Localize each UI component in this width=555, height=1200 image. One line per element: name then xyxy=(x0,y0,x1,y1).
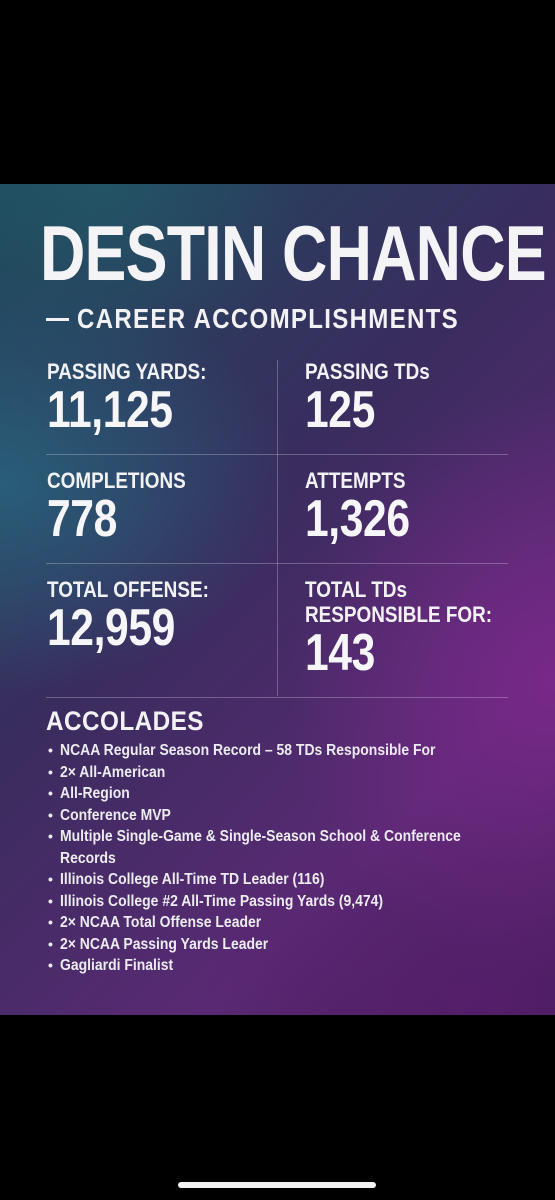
list-item: • 2× NCAA Total Offense Leader xyxy=(46,912,486,934)
stat-label: PASSING TDs xyxy=(305,359,430,384)
accolade-text: Multiple Single-Game & Single-Season Sch… xyxy=(60,828,461,845)
list-item: • 2× All-American xyxy=(46,762,486,784)
accolade-text: NCAA Regular Season Record – 58 TDs Resp… xyxy=(60,742,436,759)
stat-value: 778 xyxy=(47,490,117,548)
bullet-icon: • xyxy=(48,892,53,909)
list-item: • NCAA Regular Season Record – 58 TDs Res… xyxy=(46,740,486,762)
stat-label: TOTAL TDs xyxy=(305,577,407,602)
home-indicator[interactable] xyxy=(178,1182,376,1188)
stat-label: PASSING YARDS: xyxy=(47,359,207,384)
stat-label: COMPLETIONS xyxy=(47,468,186,493)
player-name-title: DESTIN CHANCE xyxy=(40,209,547,297)
row-divider xyxy=(46,454,508,455)
stat-value: 125 xyxy=(305,381,375,439)
stat-value: 11,125 xyxy=(47,381,173,439)
accomplishments-graphic: DESTIN CHANCE CAREER ACCOMPLISHMENTS PAS… xyxy=(0,184,555,1015)
stat-passing-tds: PASSING TDs 125 xyxy=(305,359,450,436)
list-item: • Illinois College All-Time TD Leader (11… xyxy=(46,869,486,891)
accolade-text: Conference MVP xyxy=(60,806,171,824)
accolade-text: 2× NCAA Total Offense Leader xyxy=(60,914,262,931)
list-item: • Gagliardi Finalist xyxy=(46,955,486,977)
list-item-continuation: Records xyxy=(46,848,486,870)
subtitle: CAREER ACCOMPLISHMENTS xyxy=(77,303,460,334)
list-item: • Conference MVP xyxy=(46,805,486,827)
stat-label: ATTEMPTS xyxy=(305,468,406,493)
accolades-list: • NCAA Regular Season Record – 58 TDs Res… xyxy=(46,740,486,977)
bullet-icon: • xyxy=(48,785,53,801)
stat-value: 143 xyxy=(305,624,375,682)
stat-total-offense: TOTAL OFFENSE: 12,959 xyxy=(47,577,235,654)
stat-completions: COMPLETIONS 778 xyxy=(47,468,208,545)
accolade-text: Illinois College #2 All-Time Passing Yar… xyxy=(60,892,384,910)
bullet-icon: • xyxy=(48,763,53,780)
subtitle-row: CAREER ACCOMPLISHMENTS xyxy=(46,303,521,335)
row-divider xyxy=(46,697,508,698)
list-item: • 2× NCAA Passing Yards Leader xyxy=(46,934,486,956)
accolades-heading: ACCOLADES xyxy=(46,706,204,736)
stat-passing-yards: PASSING YARDS: 11,125 xyxy=(47,359,232,436)
bullet-icon: • xyxy=(48,871,53,887)
bullet-icon: • xyxy=(48,914,53,930)
row-divider xyxy=(46,563,508,564)
bullet-icon: • xyxy=(48,828,53,844)
bullet-icon: • xyxy=(48,742,53,758)
bullet-icon: • xyxy=(48,957,53,973)
em-dash-decoration xyxy=(46,317,69,321)
list-item: • Multiple Single-Game & Single-Season Sc… xyxy=(46,826,486,848)
accolade-text: 2× All-American xyxy=(60,763,166,781)
accolade-text: Illinois College All-Time TD Leader (116… xyxy=(60,871,325,888)
bullet-icon: • xyxy=(48,806,53,823)
stat-attempts: ATTEMPTS 1,326 xyxy=(305,468,433,545)
stat-label: TOTAL OFFENSE: xyxy=(47,577,209,602)
accolade-text: Gagliardi Finalist xyxy=(60,957,174,974)
list-item: • Illinois College #2 All-Time Passing Ya… xyxy=(46,891,486,913)
list-item: • All-Region xyxy=(46,783,486,805)
stat-value: 1,326 xyxy=(305,490,410,548)
column-divider xyxy=(277,360,278,696)
accolade-text: 2× NCAA Passing Yards Leader xyxy=(60,935,269,953)
accolade-text: All-Region xyxy=(60,785,130,802)
accolade-text: Records xyxy=(60,849,116,867)
stat-value: 12,959 xyxy=(47,599,175,657)
bullet-icon: • xyxy=(48,935,53,952)
stat-label-line2: RESPONSIBLE FOR: xyxy=(305,602,493,627)
stat-total-tds: TOTAL TDs RESPONSIBLE FOR: 143 xyxy=(305,577,523,679)
